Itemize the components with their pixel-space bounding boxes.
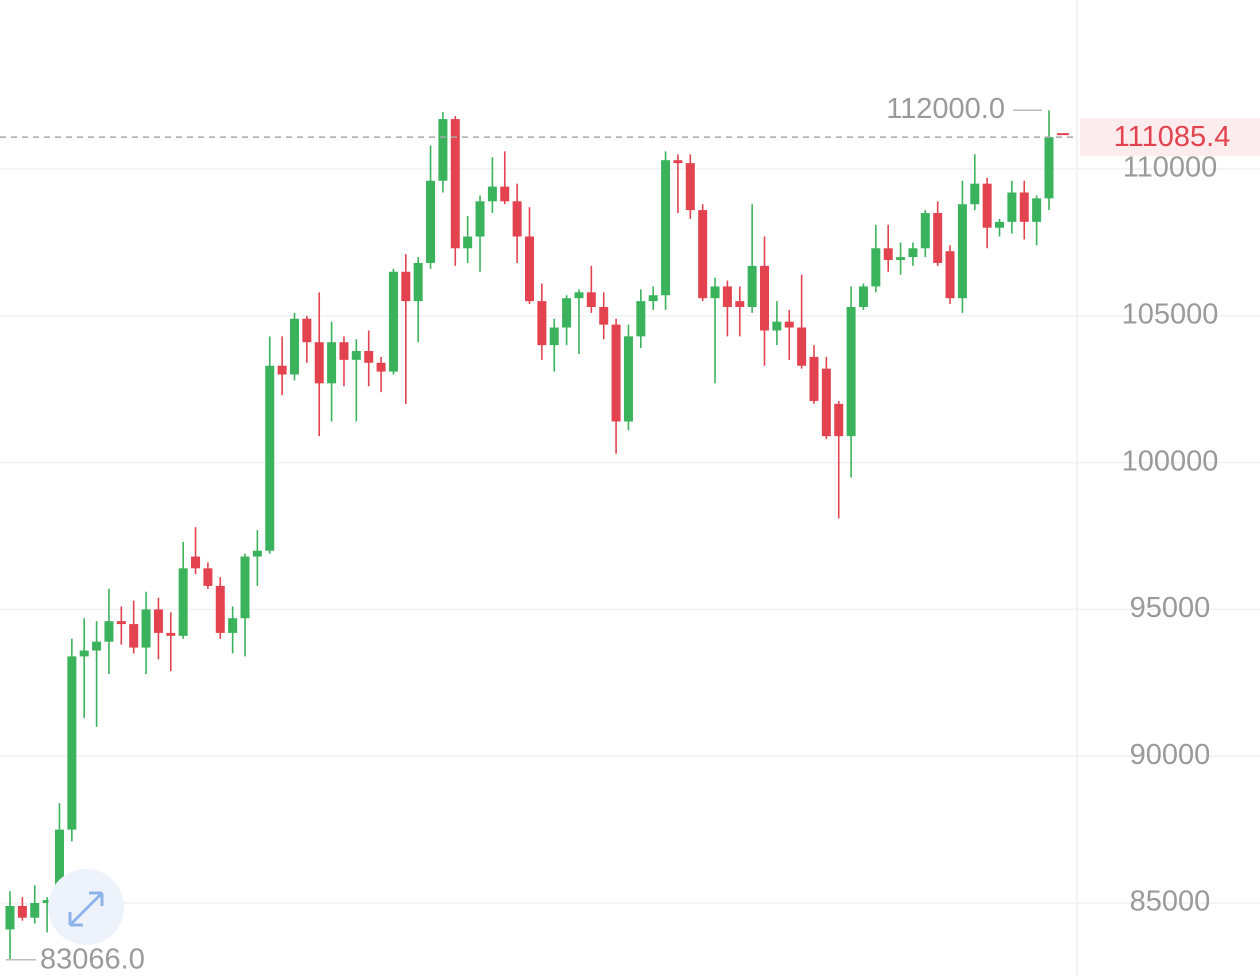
candle-body bbox=[995, 221, 1005, 228]
candle-body bbox=[104, 621, 114, 642]
candle-body bbox=[586, 292, 596, 307]
candle-body bbox=[945, 251, 955, 299]
candle-body bbox=[747, 265, 757, 307]
candle-body bbox=[302, 318, 312, 343]
candle-body bbox=[215, 585, 225, 633]
candle-body bbox=[153, 609, 163, 633]
candle-body bbox=[846, 306, 856, 437]
candle-body bbox=[500, 186, 510, 202]
candle-body bbox=[710, 286, 720, 299]
candle-body bbox=[784, 321, 794, 328]
candle-body bbox=[116, 621, 126, 625]
last-price-bg bbox=[1080, 118, 1260, 157]
candle-body bbox=[228, 618, 238, 633]
candle-body bbox=[413, 262, 423, 302]
candle-body bbox=[426, 180, 436, 263]
candle-body bbox=[487, 186, 497, 202]
candle-body bbox=[54, 829, 64, 898]
expand-icon[interactable] bbox=[68, 891, 104, 927]
candle-body bbox=[883, 248, 893, 261]
candle-body bbox=[537, 301, 547, 346]
candle-body bbox=[141, 609, 151, 648]
candle-body bbox=[661, 160, 671, 296]
candle-body bbox=[512, 201, 522, 237]
candle-body bbox=[1032, 198, 1042, 222]
candle-body bbox=[809, 356, 819, 401]
y-tick-label: 110000 bbox=[1123, 152, 1218, 184]
candle-body bbox=[933, 213, 943, 263]
y-tick-label: 105000 bbox=[1122, 298, 1219, 330]
candle-body bbox=[203, 568, 213, 586]
candle-body bbox=[191, 556, 201, 569]
candle-body bbox=[858, 286, 868, 307]
candle-body bbox=[722, 286, 732, 307]
candle-body bbox=[92, 641, 102, 651]
candle-body bbox=[438, 119, 448, 181]
y-tick-label: 100000 bbox=[1122, 445, 1219, 477]
candle-body bbox=[920, 213, 930, 249]
candle-body bbox=[376, 362, 386, 372]
expand-button[interactable] bbox=[48, 869, 124, 945]
candle-body bbox=[463, 236, 473, 249]
candle-body bbox=[797, 327, 807, 366]
candle-body bbox=[896, 257, 906, 261]
candle-body bbox=[265, 365, 275, 551]
candle-body bbox=[178, 568, 188, 636]
candle-body bbox=[129, 624, 139, 648]
candle-body bbox=[525, 236, 534, 302]
y-tick-label: 95000 bbox=[1130, 592, 1211, 624]
last-price-label: 111085.4 bbox=[1114, 121, 1231, 153]
candle-body bbox=[549, 327, 559, 346]
candle-body bbox=[339, 342, 349, 360]
candle-body bbox=[562, 298, 572, 328]
y-tick-label: 85000 bbox=[1130, 886, 1211, 918]
candle-body bbox=[277, 365, 287, 375]
candle-body bbox=[252, 550, 262, 557]
candle-body bbox=[289, 318, 299, 375]
candle-body bbox=[648, 295, 658, 302]
candle-body bbox=[364, 351, 374, 363]
candle-body bbox=[1019, 192, 1029, 222]
candle-body bbox=[401, 271, 411, 302]
candle-body bbox=[5, 905, 15, 930]
candle-body bbox=[685, 163, 695, 211]
max-label: 112000.0 bbox=[886, 93, 1005, 125]
candle-body bbox=[1044, 137, 1054, 199]
candle-body bbox=[30, 903, 40, 918]
candle-body bbox=[772, 321, 782, 331]
candle-body bbox=[760, 265, 770, 331]
candle-body bbox=[871, 248, 881, 287]
candle-body bbox=[327, 342, 337, 384]
candle-body bbox=[388, 271, 398, 372]
candle-body bbox=[611, 324, 621, 422]
candle-body bbox=[314, 342, 324, 384]
candle-body bbox=[636, 301, 646, 337]
candle-body bbox=[834, 403, 844, 437]
candle-body bbox=[673, 160, 683, 164]
candle-body bbox=[17, 905, 27, 918]
candle-body bbox=[166, 632, 176, 636]
candle-body bbox=[79, 650, 89, 657]
candle-body bbox=[351, 351, 361, 360]
candle-body bbox=[623, 336, 633, 422]
candle-body bbox=[982, 183, 992, 228]
candle-body bbox=[574, 292, 584, 299]
candle-body bbox=[908, 248, 918, 258]
candle-body bbox=[42, 900, 52, 904]
candle-body bbox=[970, 183, 980, 205]
candle-body bbox=[957, 204, 967, 299]
candle-body bbox=[821, 368, 831, 437]
candle-body bbox=[1007, 192, 1017, 222]
candle-body bbox=[599, 306, 609, 325]
min-label: 83066.0 bbox=[40, 943, 145, 975]
y-tick-label: 90000 bbox=[1130, 739, 1211, 771]
candle-body bbox=[475, 201, 485, 237]
candle-body bbox=[698, 210, 708, 299]
candle-body bbox=[67, 656, 77, 830]
candle-body bbox=[450, 119, 460, 249]
candle-body bbox=[735, 301, 745, 307]
candle-body bbox=[240, 556, 250, 619]
